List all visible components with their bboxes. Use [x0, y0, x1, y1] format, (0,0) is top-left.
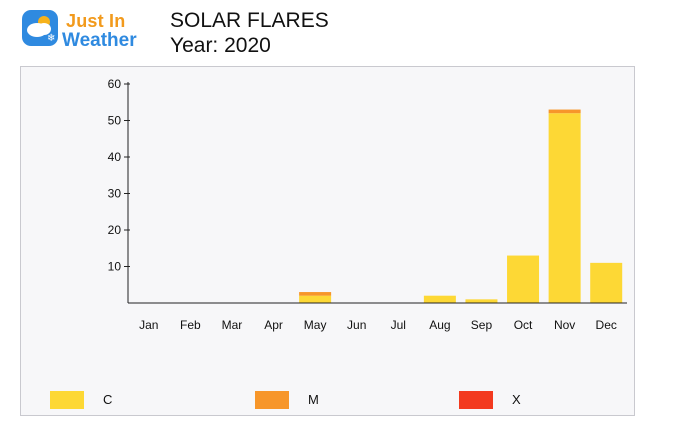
- bar-c-nov[interactable]: [548, 113, 581, 303]
- chart-title: SOLAR FLARES Year: 2020: [170, 8, 329, 58]
- chart-title-line2: Year: 2020: [170, 34, 271, 57]
- legend-label-m: M: [308, 392, 319, 407]
- logo-text-line2: Weather: [62, 30, 137, 51]
- header: ❄ Just In Weather SOLAR FLARES Year: 202…: [0, 0, 680, 62]
- x-tick-label: Nov: [554, 318, 575, 332]
- bar-c-may[interactable]: [299, 295, 332, 303]
- y-tick-label: 50: [108, 114, 122, 128]
- x-tick-label: Feb: [180, 318, 201, 332]
- bar-stack-aug[interactable]: [423, 295, 456, 303]
- bar-c-sep[interactable]: [465, 299, 498, 303]
- bar-c-oct[interactable]: [507, 255, 540, 303]
- just-in-weather-logo[interactable]: ❄ Just In Weather: [22, 10, 162, 56]
- y-axis: 10 20 30 40 50 60: [108, 77, 130, 303]
- x-tick-label: Jan: [139, 318, 158, 332]
- x-tick-label: Sep: [471, 318, 493, 332]
- y-tick-label: 40: [108, 150, 122, 164]
- bar-c-dec[interactable]: [590, 262, 623, 303]
- y-tick-label: 20: [108, 223, 122, 237]
- y-tick-label: 30: [108, 187, 122, 201]
- bars-group: [299, 109, 623, 303]
- x-tick-label: Aug: [429, 318, 450, 332]
- bar-c-aug[interactable]: [423, 295, 456, 303]
- x-tick-label: Dec: [596, 318, 617, 332]
- bar-stack-nov[interactable]: [548, 109, 581, 303]
- svg-text:❄: ❄: [47, 33, 55, 44]
- bar-m-may[interactable]: [299, 292, 332, 296]
- legend: C M X: [21, 389, 634, 411]
- x-tick-label: Apr: [264, 318, 283, 332]
- legend-label-c: C: [103, 392, 113, 407]
- solar-flares-bar-chart: 10 20 30 40 50 60 Jan Feb Mar Apr May Jun Jul Aug Sep…: [108, 77, 627, 332]
- y-tick-label: 60: [108, 77, 122, 91]
- x-tick-label: Jul: [391, 318, 406, 332]
- x-tick-label: Jun: [347, 318, 366, 332]
- logo-text-line1: Just In: [66, 11, 126, 31]
- bar-stack-oct[interactable]: [507, 255, 540, 303]
- legend-swatch-m: [255, 391, 289, 409]
- x-tick-label: May: [304, 318, 327, 332]
- bar-m-nov[interactable]: [548, 109, 581, 114]
- chart-title-line1: SOLAR FLARES: [170, 9, 329, 32]
- bar-stack-sep[interactable]: [465, 299, 498, 303]
- chart-panel: 10 20 30 40 50 60 Jan Feb Mar Apr May Jun Jul Aug Sep…: [20, 66, 635, 416]
- bar-stack-may[interactable]: [299, 292, 332, 303]
- x-axis: Jan Feb Mar Apr May Jun Jul Aug Sep Oct Nov Dec: [128, 302, 627, 332]
- legend-swatch-c: [50, 391, 84, 409]
- y-tick-label: 10: [108, 260, 122, 274]
- x-tick-label: Oct: [514, 318, 533, 332]
- legend-label-x: X: [512, 392, 521, 407]
- x-tick-label: Mar: [222, 318, 243, 332]
- weather-cloud-icon: ❄: [22, 10, 58, 46]
- legend-swatch-x: [459, 391, 493, 409]
- bar-stack-dec[interactable]: [590, 262, 623, 303]
